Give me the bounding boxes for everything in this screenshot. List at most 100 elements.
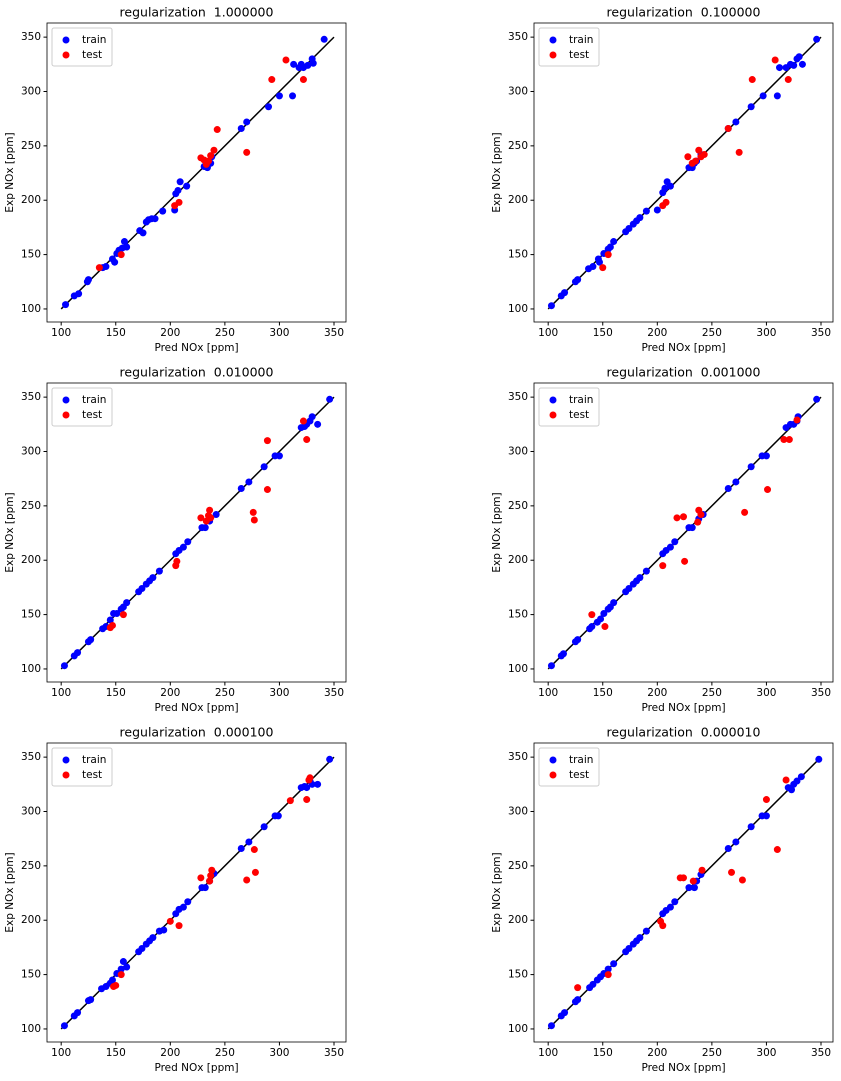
point <box>275 452 283 460</box>
y-tick-label: 250 <box>21 140 41 152</box>
y-tick-label: 150 <box>21 969 41 981</box>
y-tick-label: 300 <box>508 445 528 457</box>
legend-marker <box>62 411 70 419</box>
point <box>747 823 755 831</box>
point <box>197 514 205 522</box>
point <box>237 484 245 492</box>
x-tick-label: 250 <box>215 687 235 699</box>
x-tick-label: 300 <box>756 327 776 339</box>
x-axis-label: Pred NOx [ppm] <box>154 342 238 354</box>
point <box>95 264 103 272</box>
point <box>782 776 790 784</box>
point <box>547 1022 555 1030</box>
point <box>762 796 770 804</box>
y-tick-label: 350 <box>508 31 528 43</box>
subplot-title: regularization 0.010000 <box>120 365 274 380</box>
point <box>604 971 612 979</box>
point <box>119 611 127 619</box>
y-tick-label: 250 <box>21 500 41 512</box>
point <box>662 198 670 206</box>
subplot: regularization 0.001000 Pred NOx [ppm] Exp… <box>491 365 834 714</box>
point <box>320 35 328 43</box>
y-tick-label: 200 <box>21 554 41 566</box>
point <box>308 413 316 421</box>
point <box>303 784 311 792</box>
point <box>62 301 70 309</box>
x-tick-label: 350 <box>811 327 831 339</box>
point <box>700 151 708 159</box>
point <box>728 868 736 876</box>
point <box>87 996 95 1004</box>
point <box>306 774 314 782</box>
point <box>151 215 159 223</box>
x-tick-label: 350 <box>811 687 831 699</box>
point <box>547 302 555 310</box>
point <box>309 59 317 67</box>
point <box>747 463 755 471</box>
point <box>610 960 618 968</box>
point <box>659 922 667 930</box>
subplot: regularization 0.000100 Pred NOx [ppm] Exp… <box>4 725 347 1074</box>
point <box>138 584 146 592</box>
point <box>326 755 334 763</box>
point <box>653 206 661 214</box>
point <box>120 238 128 246</box>
point <box>689 877 697 885</box>
point <box>642 927 650 935</box>
point <box>671 538 679 546</box>
point <box>268 76 276 84</box>
point <box>625 944 633 952</box>
point <box>625 224 633 232</box>
x-tick-label: 200 <box>160 687 180 699</box>
point <box>201 524 209 532</box>
point <box>179 543 187 551</box>
y-tick-label: 100 <box>508 663 528 675</box>
point <box>741 508 749 516</box>
point <box>666 543 674 551</box>
x-tick-label: 350 <box>324 1047 344 1059</box>
point <box>547 662 555 670</box>
point <box>207 514 215 522</box>
point <box>123 963 131 971</box>
point <box>813 35 821 43</box>
point <box>636 574 644 582</box>
point <box>659 562 667 570</box>
x-tick-label: 250 <box>702 1047 722 1059</box>
y-tick-label: 250 <box>508 500 528 512</box>
point <box>303 436 311 444</box>
legend-label: train <box>82 34 106 46</box>
point <box>207 152 215 160</box>
x-tick-label: 250 <box>215 1047 235 1059</box>
point <box>574 996 582 1004</box>
point <box>184 898 192 906</box>
point <box>732 838 740 846</box>
point <box>139 229 147 237</box>
point <box>589 263 597 271</box>
point <box>661 184 669 192</box>
point <box>286 797 294 805</box>
y-tick-label: 300 <box>21 445 41 457</box>
legend-marker <box>549 51 557 59</box>
point <box>759 92 767 100</box>
point <box>108 976 116 984</box>
x-tick-label: 150 <box>106 1047 126 1059</box>
y-tick-label: 350 <box>508 391 528 403</box>
point <box>243 118 251 126</box>
point <box>205 157 213 165</box>
point <box>243 148 251 156</box>
point <box>102 263 110 271</box>
point <box>251 868 259 876</box>
point <box>207 872 215 880</box>
y-tick-label: 200 <box>508 914 528 926</box>
point <box>289 92 297 100</box>
point <box>117 965 125 973</box>
x-tick-label: 300 <box>269 1047 289 1059</box>
point <box>625 584 633 592</box>
y-tick-label: 300 <box>21 85 41 97</box>
point <box>87 636 95 644</box>
x-tick-label: 150 <box>593 1047 613 1059</box>
y-tick-label: 350 <box>508 751 528 763</box>
legend-label: train <box>82 754 106 766</box>
point <box>201 884 209 892</box>
subplot-title: regularization 0.000100 <box>120 725 274 740</box>
